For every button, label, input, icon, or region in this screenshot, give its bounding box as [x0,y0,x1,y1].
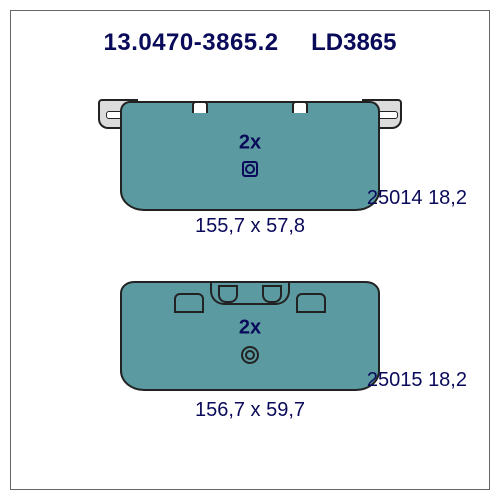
brake-pad-upper: 2x [100,91,400,211]
quantity-label-lower: 2x [239,316,261,339]
dimensions-upper: 155,7 x 57,8 [195,215,305,238]
title-bar: 13.0470-3865.2 LD3865 [11,11,489,57]
pad-body-lower: 2x [120,281,380,391]
brake-pad-lower: 2x [100,271,400,391]
top-ear-left [174,293,204,313]
top-notch-left [192,101,208,113]
dimensions-lower: 156,7 x 59,7 [195,399,305,422]
top-notch-right [292,101,308,113]
part-number: 13.0470-3865.2 [104,29,279,56]
center-hole-lower-icon [241,346,259,364]
short-code: LD3865 [311,29,396,56]
top-ear-right [296,293,326,313]
quantity-label-upper: 2x [239,132,261,155]
ref-thickness-lower: 25015 18,2 [367,369,467,392]
center-hole-icon [242,161,258,177]
ref-thickness-upper: 25014 18,2 [367,187,467,210]
diagram-frame: 13.0470-3865.2 LD3865 2x 155,7 x 57,8 25… [10,10,490,490]
center-clip [210,283,290,305]
pad-body-upper: 2x [120,101,380,211]
